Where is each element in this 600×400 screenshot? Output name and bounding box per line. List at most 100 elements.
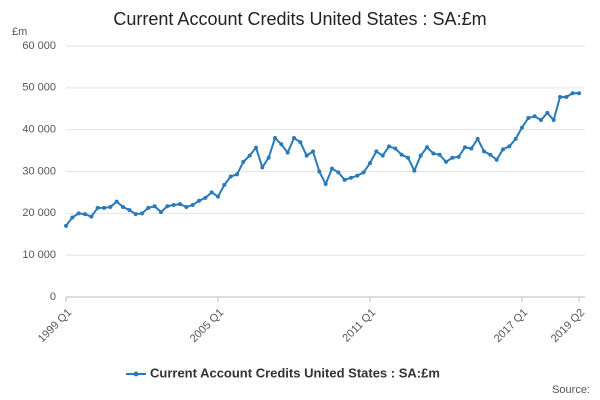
source: Source: xyxy=(552,384,590,396)
data-point xyxy=(494,157,499,162)
y-tick-label: 20 000 xyxy=(22,207,56,219)
data-point xyxy=(393,146,398,151)
y-tick-label: 50 000 xyxy=(22,82,56,94)
data-point xyxy=(507,144,512,149)
data-point xyxy=(235,172,239,177)
legend-marker xyxy=(133,371,139,377)
data-point xyxy=(254,145,258,150)
data-point xyxy=(304,153,309,158)
data-point xyxy=(520,125,524,130)
data-point xyxy=(260,165,265,170)
y-tick-label: 60 000 xyxy=(22,40,56,52)
data-point xyxy=(273,136,277,141)
data-point xyxy=(380,153,385,158)
y-unit: £m xyxy=(12,26,27,38)
data-point xyxy=(545,110,550,115)
data-point xyxy=(551,118,556,123)
data-point xyxy=(311,149,315,154)
y-tick-label: 30 000 xyxy=(22,165,56,177)
data-point xyxy=(70,215,75,220)
data-point xyxy=(197,198,201,203)
data-point xyxy=(361,170,366,175)
data-point xyxy=(570,91,575,96)
chart-title: Current Account Credits United States : … xyxy=(113,9,486,29)
data-point xyxy=(89,214,94,219)
legend-label: Current Account Credits United States : … xyxy=(150,365,440,380)
data-point xyxy=(526,115,531,120)
data-point xyxy=(222,182,227,187)
data-point xyxy=(469,146,474,151)
data-point xyxy=(83,212,87,217)
data-point xyxy=(532,114,537,119)
data-point xyxy=(399,152,404,157)
y-tick-label: 40 000 xyxy=(22,124,56,136)
data-point xyxy=(133,212,138,217)
x-tick-label: 2005 Q1 xyxy=(188,307,226,345)
data-point xyxy=(292,136,296,141)
data-point xyxy=(387,144,391,149)
data-point xyxy=(425,145,429,150)
data-point xyxy=(444,159,448,164)
data-point xyxy=(216,194,220,199)
data-point xyxy=(564,95,569,100)
data-point xyxy=(190,202,195,207)
data-point xyxy=(95,205,100,210)
data-point xyxy=(374,149,379,154)
x-tick-label: 2011 Q1 xyxy=(340,307,378,345)
data-point xyxy=(330,166,334,171)
data-point xyxy=(266,155,271,160)
data-point xyxy=(285,150,290,155)
data-point xyxy=(178,202,182,207)
data-point xyxy=(513,136,518,141)
data-point xyxy=(171,202,176,207)
data-point xyxy=(76,211,81,216)
data-point xyxy=(247,153,252,158)
data-point xyxy=(412,168,417,173)
data-point xyxy=(368,161,372,166)
data-point xyxy=(279,142,284,147)
data-point xyxy=(127,207,132,212)
data-point xyxy=(450,155,455,160)
data-point xyxy=(349,175,353,180)
data-point xyxy=(114,199,119,204)
data-point xyxy=(558,95,562,100)
data-point xyxy=(146,205,151,210)
data-point xyxy=(437,152,442,157)
data-point xyxy=(102,205,106,210)
data-point xyxy=(298,140,303,145)
x-tick-label: 1999 Q1 xyxy=(36,307,74,345)
data-point xyxy=(203,195,208,200)
data-point xyxy=(418,153,423,158)
data-point xyxy=(342,177,347,182)
data-point xyxy=(121,205,125,210)
y-tick-label: 0 xyxy=(50,291,56,303)
data-point xyxy=(323,182,328,187)
data-point xyxy=(488,152,493,157)
data-point xyxy=(501,147,505,152)
data-point xyxy=(184,205,189,210)
data-point xyxy=(475,136,480,141)
data-point xyxy=(577,91,581,96)
data-point xyxy=(482,149,486,154)
data-point xyxy=(456,154,461,159)
data-point xyxy=(152,204,157,209)
data-point xyxy=(209,190,214,195)
data-point xyxy=(108,205,113,210)
data-point xyxy=(64,223,68,228)
x-tick-label: 2017 Q1 xyxy=(492,307,530,345)
data-point xyxy=(159,210,163,215)
data-point xyxy=(539,118,543,123)
x-tick-label: 2019 Q2 xyxy=(549,307,587,345)
y-tick-label: 10 000 xyxy=(22,249,56,261)
data-point xyxy=(431,151,436,156)
data-point xyxy=(406,155,410,160)
data-point xyxy=(463,145,467,150)
data-point xyxy=(355,173,360,178)
series-line xyxy=(65,92,579,227)
data-point xyxy=(140,211,144,216)
data-point xyxy=(317,169,322,174)
data-point xyxy=(336,170,341,175)
data-point xyxy=(165,204,170,209)
data-point xyxy=(228,174,233,179)
